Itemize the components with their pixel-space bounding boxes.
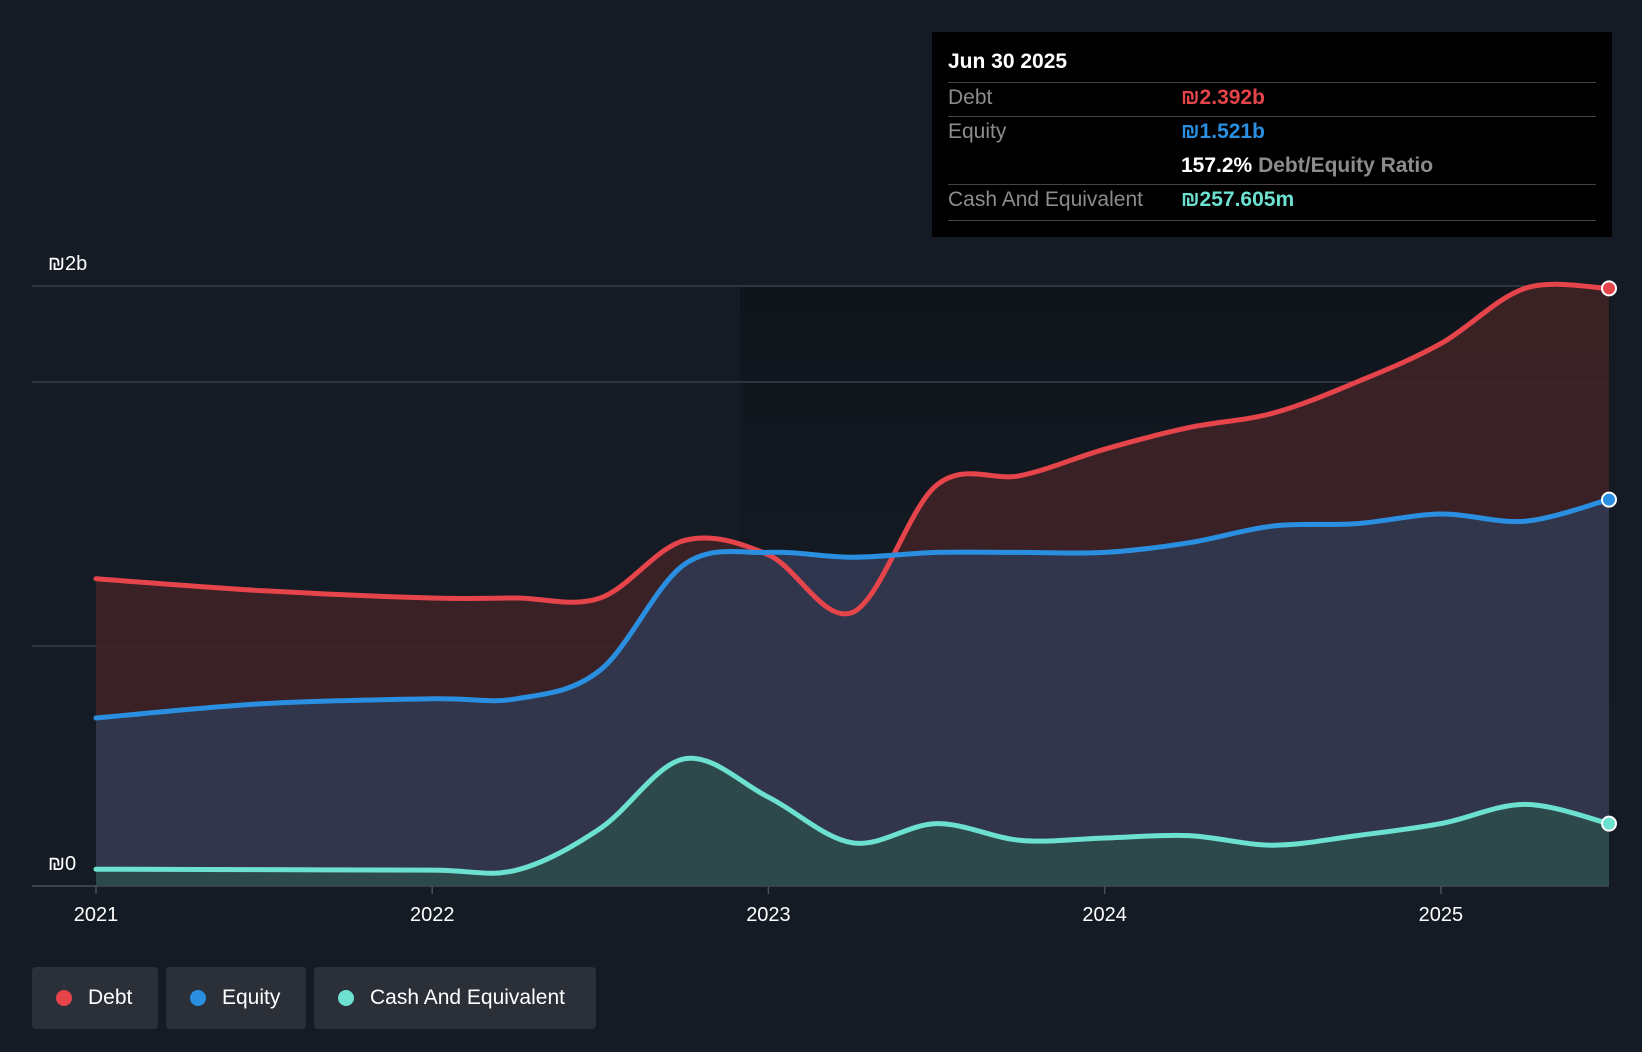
x-tick-label: 2021 [74, 904, 119, 926]
legend-item-cash[interactable]: Cash And Equivalent [314, 967, 596, 1029]
cash-and-equivalent-area [96, 758, 1609, 886]
equity-area [96, 499, 1609, 886]
x-tick-label: 2023 [746, 904, 791, 926]
cash-and-equivalent-end-point[interactable] [1601, 815, 1617, 832]
tooltip-cash-value: ₪257.605m [1181, 188, 1295, 211]
legend-item-equity[interactable]: Equity [166, 967, 306, 1029]
equity-end-point[interactable] [1601, 491, 1617, 508]
tooltip-date: Jun 30 2025 [948, 50, 1068, 73]
tooltip-divider [948, 82, 1596, 83]
cash-and-equivalent-line [93, 755, 1612, 876]
legend-debt-label: Debt [88, 986, 133, 1009]
tooltip-debt-value: ₪2.392b [1181, 86, 1265, 109]
tooltip-ratio-label: Debt/Equity Ratio [1258, 154, 1434, 177]
x-tick-label: 2024 [1082, 904, 1127, 926]
x-tick-label: 2022 [410, 904, 455, 926]
tooltip-cash-label: Cash And Equivalent [948, 188, 1143, 211]
equity-dot-icon [190, 990, 206, 1006]
tooltip-divider [948, 116, 1596, 117]
tooltip-ratio: 157.2% Debt/Equity Ratio [1181, 154, 1433, 178]
legend-item-debt[interactable]: Debt [32, 967, 158, 1029]
tooltip-divider [948, 220, 1596, 221]
legend-cash-label: Cash And Equivalent [370, 986, 565, 1009]
tooltip-equity-label: Equity [948, 120, 1007, 143]
y-tick-label: ₪0 [48, 853, 76, 875]
debt-line [93, 281, 1612, 617]
cash-dot-icon [338, 990, 354, 1006]
tooltip: Jun 30 2025 Debt ₪2.392b Equity ₪1.521b … [932, 32, 1612, 237]
debt-end-point[interactable] [1601, 280, 1617, 297]
tooltip-debt-label: Debt [948, 86, 993, 109]
tooltip-ratio-value: 157.2% [1181, 154, 1253, 177]
x-tick-label: 2025 [1419, 904, 1464, 926]
tooltip-divider [948, 184, 1596, 185]
debt-dot-icon [56, 990, 72, 1006]
equity-line [93, 497, 1612, 721]
tooltip-equity-value: ₪1.521b [1181, 120, 1265, 143]
y-tick-label: ₪2b [48, 253, 87, 275]
legend-equity-label: Equity [222, 986, 281, 1009]
